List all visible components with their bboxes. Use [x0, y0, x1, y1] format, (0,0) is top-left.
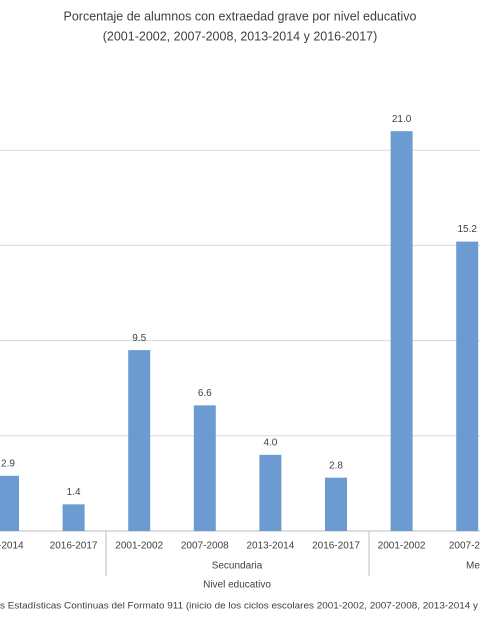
bar: [390, 131, 413, 531]
bar: [456, 241, 479, 532]
value-label: 15.2: [457, 224, 477, 235]
value-label: 6.6: [198, 388, 212, 399]
value-label: 2.8: [329, 460, 343, 471]
x-tick-label: 2007-20: [449, 541, 480, 552]
x-tick-label: 2001-2002: [378, 541, 426, 552]
bar: [62, 504, 85, 531]
bar: [259, 454, 282, 531]
value-label: 1.4: [67, 487, 81, 498]
x-tick-label: 2016-2017: [312, 541, 360, 552]
x-tick-label: 3-2014: [0, 541, 24, 552]
bar: [193, 405, 216, 531]
bar: [0, 475, 19, 531]
chart-subtitle: (2001-2002, 2007-2008, 2013-2014 y 2016-…: [103, 29, 378, 43]
x-tick-label: 2013-2014: [246, 541, 294, 552]
bar: [325, 477, 347, 531]
group-label: Secundaria: [212, 561, 263, 572]
value-label: 9.5: [132, 333, 146, 344]
group-label: Me: [466, 561, 480, 572]
source-note: s Estadísticas Continuas del Formato 911…: [0, 601, 478, 612]
value-label: 21.0: [392, 114, 412, 125]
bar: [128, 350, 151, 531]
value-label: 4.0: [263, 437, 277, 448]
x-tick-label: 2007-2008: [181, 541, 229, 552]
x-tick-label: 2016-2017: [50, 541, 98, 552]
value-label: 2.9: [1, 458, 15, 469]
x-axis-title: Nivel educativo: [203, 580, 271, 591]
x-tick-label: 2001-2002: [115, 541, 163, 552]
chart-title: Porcentaje de alumnos con extraedad grav…: [64, 9, 417, 23]
